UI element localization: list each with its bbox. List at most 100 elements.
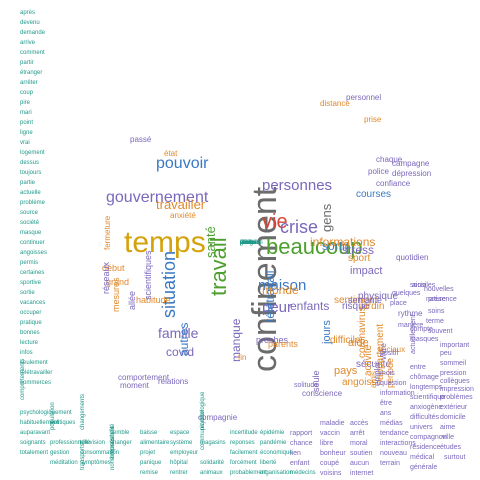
word-cloud-term: pays [334,365,358,377]
word-cloud-term: produits [240,240,262,246]
word-cloud-term: changements [80,393,86,430]
word-cloud-term: impact [350,265,383,277]
word-cloud-term: positif [380,350,399,357]
word-cloud-term: pratique [20,320,42,326]
word-cloud-term: situation [159,250,179,318]
word-cloud-term: souvent [428,328,453,335]
word-cloud-term: épidémie [260,430,285,436]
word-cloud-term: distance [320,99,350,108]
word-cloud-term: coupé [320,460,340,467]
word-cloud-term: auparavant [20,430,51,436]
word-cloud-term: profiter [240,240,259,246]
word-cloud-term: nouvelles [424,286,454,293]
word-cloud-term: médical [410,454,435,461]
word-cloud-term: réseaux [101,261,111,294]
word-cloud-term: prise [364,115,382,124]
word-cloud-term: cas [240,240,250,246]
word-cloud-term: certaines [20,270,45,276]
word-cloud-term: compagnon [410,434,447,441]
word-cloud-term: état [164,149,178,158]
word-cloud-term: forcément [230,460,257,466]
word-cloud-term: arrêt [350,430,365,437]
word-cloud-term: vie [262,211,288,233]
word-cloud-term: santé [203,226,218,258]
word-cloud-term: vrai [20,140,30,146]
word-cloud-term: fille [240,240,250,246]
word-cloud-term: étranger [20,70,43,76]
word-cloud-term: physique [358,291,399,302]
word-cloud-term: générale [410,464,438,471]
word-cloud-term: alimentaire [140,440,170,446]
word-cloud-term: système [170,440,193,446]
word-cloud-term: important [440,342,470,349]
word-cloud-term: résidence [410,444,441,451]
word-cloud-term: médias [380,420,403,427]
word-cloud-term: quotidien [396,253,429,262]
word-cloud-term: peur [262,299,293,316]
word-cloud-term: moment [120,381,149,390]
word-cloud-term: économique [260,450,293,456]
word-cloud-term: continuer [20,240,45,246]
word-cloud-term: maison [258,277,307,294]
word-cloud-term: seulement [20,360,48,366]
word-cloud-term: chance [290,440,313,447]
word-cloud-term: suivi [240,240,253,246]
word-cloud-term: terme [426,318,444,325]
word-cloud-term: question [380,380,407,387]
word-cloud-term: transports [80,443,86,470]
word-cloud-term: chômage [410,374,439,381]
word-cloud-term: surtout [444,454,466,461]
word-cloud-term: après [20,10,36,16]
word-cloud-term: angoisses [20,250,48,256]
word-cloud-term: sociaux [378,345,406,354]
word-cloud-term: soignants [20,440,46,446]
word-cloud-term: aucun [350,460,370,467]
word-cloud-term: autres [177,322,191,356]
word-cloud-term: anxiogène [410,404,443,411]
word-cloud-term: société [20,220,40,226]
word-cloud-term: retour [240,240,256,246]
word-cloud-term: sociales [410,282,436,289]
word-cloud-term: dire [240,240,251,246]
word-cloud-term: lien [290,450,301,457]
word-cloud-term: compagnie [198,413,238,422]
word-cloud-term: psychologiquement [20,410,72,416]
word-cloud-term: exister [240,240,258,246]
word-cloud-term: symptômes [80,460,111,466]
word-cloud-term: partir [20,60,34,66]
word-cloud-term: venir [240,240,254,246]
word-cloud-term: nouveau [380,450,407,457]
word-cloud-term: animaux [200,470,223,476]
word-cloud-term: coronavirus [357,306,368,358]
word-cloud-term: famille [158,325,199,341]
word-cloud-term: liberté [260,460,277,466]
word-cloud-term: entre [410,364,426,371]
word-cloud-term: vacances [20,300,46,306]
word-cloud-term: incertitude [230,430,258,436]
word-cloud-term: quelques [392,290,421,297]
word-cloud-term: organisation [260,470,293,476]
word-cloud-term: ville [442,434,455,441]
word-cloud-term: plan [240,240,252,246]
word-cloud-term: devenu [20,20,40,26]
word-cloud-term: longtemps [410,384,443,391]
word-cloud-term: panique [140,460,162,466]
word-cloud-term: crise [280,217,319,237]
word-cloud-term: masque [20,230,42,236]
word-cloud-term: permis [20,260,39,266]
word-cloud-term: semaine [348,295,383,305]
word-cloud-term: problème [20,200,46,206]
word-cloud-term: information [380,390,415,397]
word-cloud-term: vécu [240,240,253,246]
word-cloud-term: rentrer [170,470,188,476]
word-cloud-term: ainsi [412,282,427,289]
word-cloud-term: communication [200,409,206,450]
word-cloud-term: libre [320,440,334,447]
word-cloud-term: choix [240,240,255,246]
word-cloud-term: manière [398,322,424,329]
word-cloud-term: plein [240,240,253,246]
word-cloud-term: médecins [290,470,316,476]
word-cloud-term: covid [166,345,195,359]
word-cloud-term: beaucoup [266,234,363,259]
word-cloud-term: études [440,444,462,451]
